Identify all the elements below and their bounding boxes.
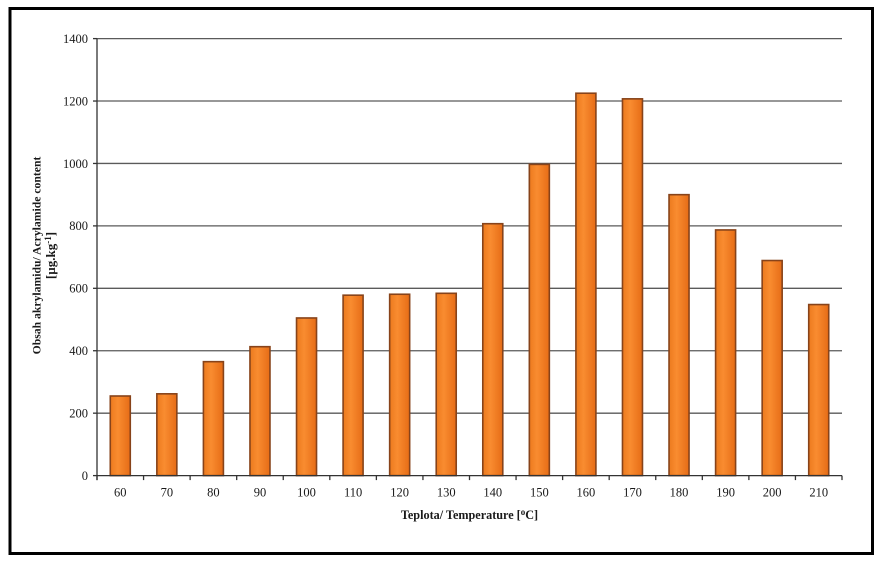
svg-text:1400: 1400 bbox=[63, 32, 88, 46]
svg-text:60: 60 bbox=[114, 486, 127, 500]
svg-text:170: 170 bbox=[623, 486, 642, 500]
svg-text:400: 400 bbox=[69, 344, 88, 358]
svg-text:100: 100 bbox=[297, 486, 316, 500]
svg-text:210: 210 bbox=[809, 486, 828, 500]
svg-text:140: 140 bbox=[483, 486, 502, 500]
svg-text:200: 200 bbox=[763, 486, 782, 500]
svg-text:1200: 1200 bbox=[63, 94, 88, 108]
svg-text:80: 80 bbox=[207, 486, 220, 500]
svg-text:120: 120 bbox=[390, 486, 409, 500]
svg-text:130: 130 bbox=[437, 486, 456, 500]
svg-text:600: 600 bbox=[69, 282, 88, 296]
svg-text:0: 0 bbox=[82, 469, 88, 483]
svg-text:Obsah akrylamidu/ Acrylamide c: Obsah akrylamidu/ Acrylamide content bbox=[31, 157, 44, 355]
svg-text:200: 200 bbox=[69, 406, 88, 420]
svg-text:110: 110 bbox=[344, 486, 362, 500]
svg-text:150: 150 bbox=[530, 486, 549, 500]
svg-text:180: 180 bbox=[670, 486, 689, 500]
svg-text:190: 190 bbox=[716, 486, 735, 500]
svg-text:1000: 1000 bbox=[63, 157, 88, 171]
svg-text:800: 800 bbox=[69, 219, 88, 233]
svg-text:70: 70 bbox=[161, 486, 174, 500]
svg-text:90: 90 bbox=[254, 486, 267, 500]
svg-text:Teplota/ Temperature [oC]: Teplota/ Temperature [oC] bbox=[401, 507, 538, 522]
svg-text:160: 160 bbox=[577, 486, 596, 500]
